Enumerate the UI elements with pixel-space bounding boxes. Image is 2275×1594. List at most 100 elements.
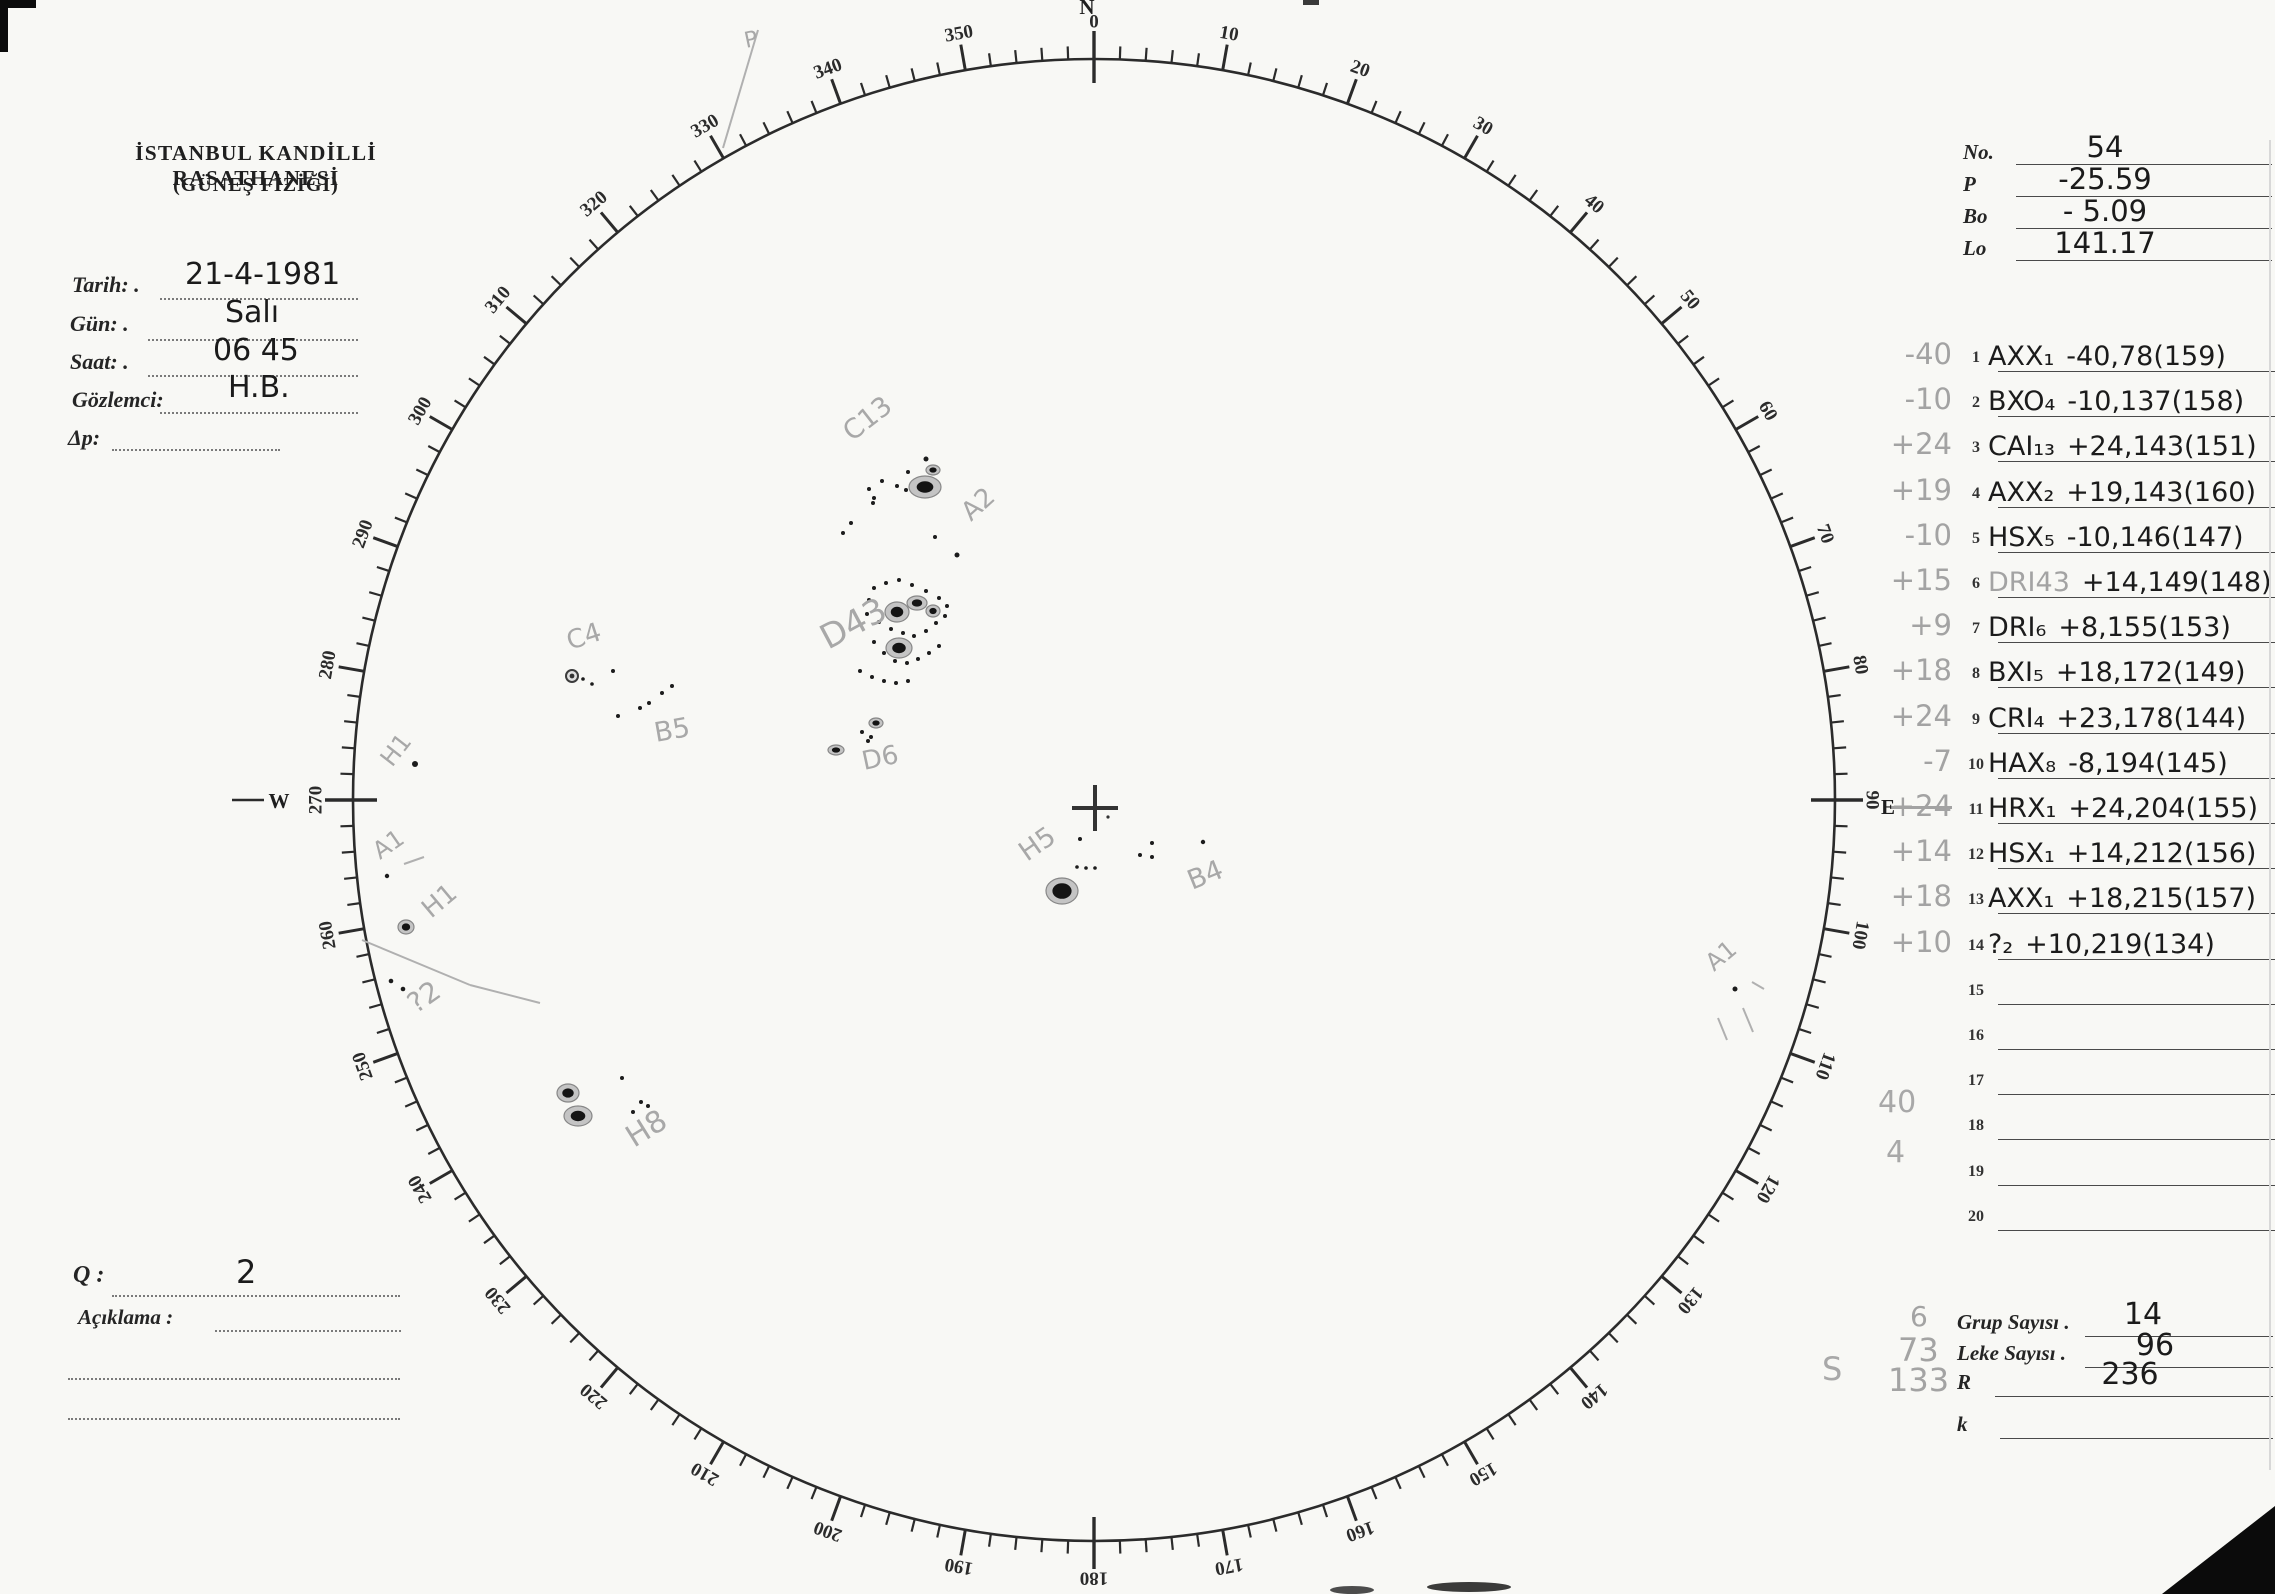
form-label-4: Δp:: [68, 425, 101, 450]
sunspot-dot: [871, 501, 875, 505]
group-code: ?₂: [1988, 928, 2014, 960]
scan-corner-mark-bottomright: [2162, 1506, 2275, 1594]
group-row-line: [1998, 958, 2275, 960]
sunspot-group-label-A2: A2: [956, 482, 1002, 527]
group-row-pencil-lat: +24: [1890, 698, 1952, 733]
form-value-3: H.B.: [228, 370, 290, 405]
group-row-number: 14: [1968, 936, 1984, 954]
group-row-number: 15: [1968, 981, 1984, 999]
aciklama-dotted-line: [215, 1330, 401, 1332]
obs-value-1: -25.59: [2058, 162, 2152, 196]
sunspot-dot: [893, 659, 897, 663]
sunspot-dot: [1200, 839, 1206, 845]
sunspot-dot: [934, 621, 938, 625]
dial-tick-label: 20: [1348, 56, 1373, 82]
group-row-pencil-lat: -40: [1904, 337, 1952, 371]
dial-tick-label: 250: [348, 1049, 377, 1083]
group-code: HSX₁: [1988, 838, 2055, 870]
obs-label-0: No.: [1963, 140, 1994, 164]
sunspot-umbra: [890, 606, 904, 618]
group-code: DRI43: [1988, 567, 2070, 598]
sunspot-dot: [872, 640, 876, 644]
group-row-line: [1998, 642, 2275, 644]
sunspot-group-label-H1-lower: H1: [416, 878, 463, 924]
group-code: CAI₁₃: [1988, 431, 2055, 463]
form-value-0: 21-4-1981: [185, 257, 341, 292]
scan-corner-mark-topleft: [0, 0, 36, 8]
sunspot-dot: [858, 669, 862, 673]
sunspot-dot: [388, 978, 394, 984]
group-code: AXX₂: [1988, 476, 2055, 508]
group-coordinates: +14,212(156): [2066, 838, 2257, 870]
sunspot-dot: [647, 701, 651, 705]
form-label-2: Saat: .: [70, 349, 129, 374]
group-row-entry: AXX₂ +19,143(160): [1988, 479, 2256, 506]
group-row-number: 13: [1968, 891, 1984, 909]
sunspot-umbra: [401, 923, 411, 931]
sunspot-group-label-A1-right: A1: [1700, 935, 1742, 977]
group-row-pencil-lat: +9: [1909, 608, 1952, 643]
sunspot-dot: [923, 456, 929, 462]
group-row-number: 11: [1968, 801, 1984, 818]
sunspot-dot: [1093, 866, 1097, 870]
sunspot-dot: [943, 614, 947, 618]
group-row-entry: BXO₄ -10,137(158): [1988, 388, 2244, 415]
sunspot-dot: [937, 644, 941, 648]
obs-value-2: - 5.09: [2062, 194, 2148, 228]
scan-edge-line-right: [2269, 140, 2271, 1470]
group-row-3: +24 3 CAI₁₃ +24,143(151): [1876, 421, 2275, 463]
sunspot-dot: [660, 691, 664, 695]
dial-tick-label: 240: [404, 1171, 436, 1206]
group-coordinates: +24,204(155): [2068, 793, 2259, 824]
sunspot-group-label-D43: D43: [813, 590, 893, 658]
form-dotted-0: [160, 298, 358, 300]
group-code: CRI₄: [1988, 702, 2045, 734]
group-row-line: [1998, 461, 2275, 463]
group-row-pencil-lat: +15: [1890, 563, 1952, 597]
summary-label-2: R: [1957, 1370, 1972, 1394]
sunspot-dot: [912, 634, 916, 638]
sunspot-dot: [869, 735, 873, 739]
sunspot-umbra: [1052, 883, 1072, 899]
sunspot-group-label-H8: H8: [620, 1103, 674, 1155]
pencil-note-4: 4: [1886, 1135, 1905, 1170]
sunspot-dot: [412, 761, 418, 767]
group-code: HSX₅: [1988, 521, 2055, 553]
group-coordinates: +14,149(148): [2081, 567, 2272, 598]
pencil-stroke-3: [469, 984, 541, 1004]
sunspot-group-label-D6: D6: [859, 740, 901, 777]
sunspot-group-C4: C4: [563, 617, 674, 718]
group-row-line: [1998, 506, 2275, 508]
sunspot-group-C13: C13: [837, 390, 942, 535]
observatory-title: İSTANBUL KANDİLLİ RASATHANESİ: [135, 141, 377, 190]
pencil-stroke-0: [722, 29, 759, 149]
group-row-number: 10: [1968, 755, 1984, 773]
group-row-12: +14 12 HSX₁ +14,212(156): [1876, 828, 2275, 870]
group-row-pencil-lat: +24: [1890, 789, 1952, 823]
group-row-pencil-lat: +19: [1890, 472, 1952, 507]
compass-north-label: N: [1079, 0, 1094, 19]
group-coordinates: +23,178(144): [2056, 702, 2247, 734]
group-code: AXX₁: [1988, 883, 2055, 915]
compass-east-label: E: [1881, 795, 1895, 819]
group-row-16: 16: [1876, 1009, 2275, 1051]
group-row-number: 5: [1972, 529, 1980, 547]
group-row-number: 12: [1968, 846, 1984, 864]
sunspot-dot: [905, 661, 909, 665]
group-row-pencil-lat: +14: [1890, 834, 1952, 869]
sunspot-dot: [933, 535, 937, 539]
group-row-pencil-lat: -7: [1923, 743, 1952, 778]
scan-smudge-bottom-1: [1427, 1582, 1511, 1592]
sunspot-dot: [581, 677, 585, 681]
sunspot-dot: [872, 496, 876, 500]
group-row-entry: HSX₁ +14,212(156): [1988, 840, 2256, 867]
summary-line-1: [2085, 1367, 2273, 1368]
group-row-line: [1998, 371, 2275, 372]
group-row-number: 3: [1972, 439, 1980, 457]
sunspot-group-label-H1-upper: H1: [375, 728, 418, 772]
pencil-stroke-5: [1742, 1007, 1754, 1033]
dial-tick-label: 340: [811, 54, 845, 83]
dial-tick-label: 140: [1576, 1379, 1611, 1413]
sunspot-group-label-C13: C13: [837, 390, 898, 447]
